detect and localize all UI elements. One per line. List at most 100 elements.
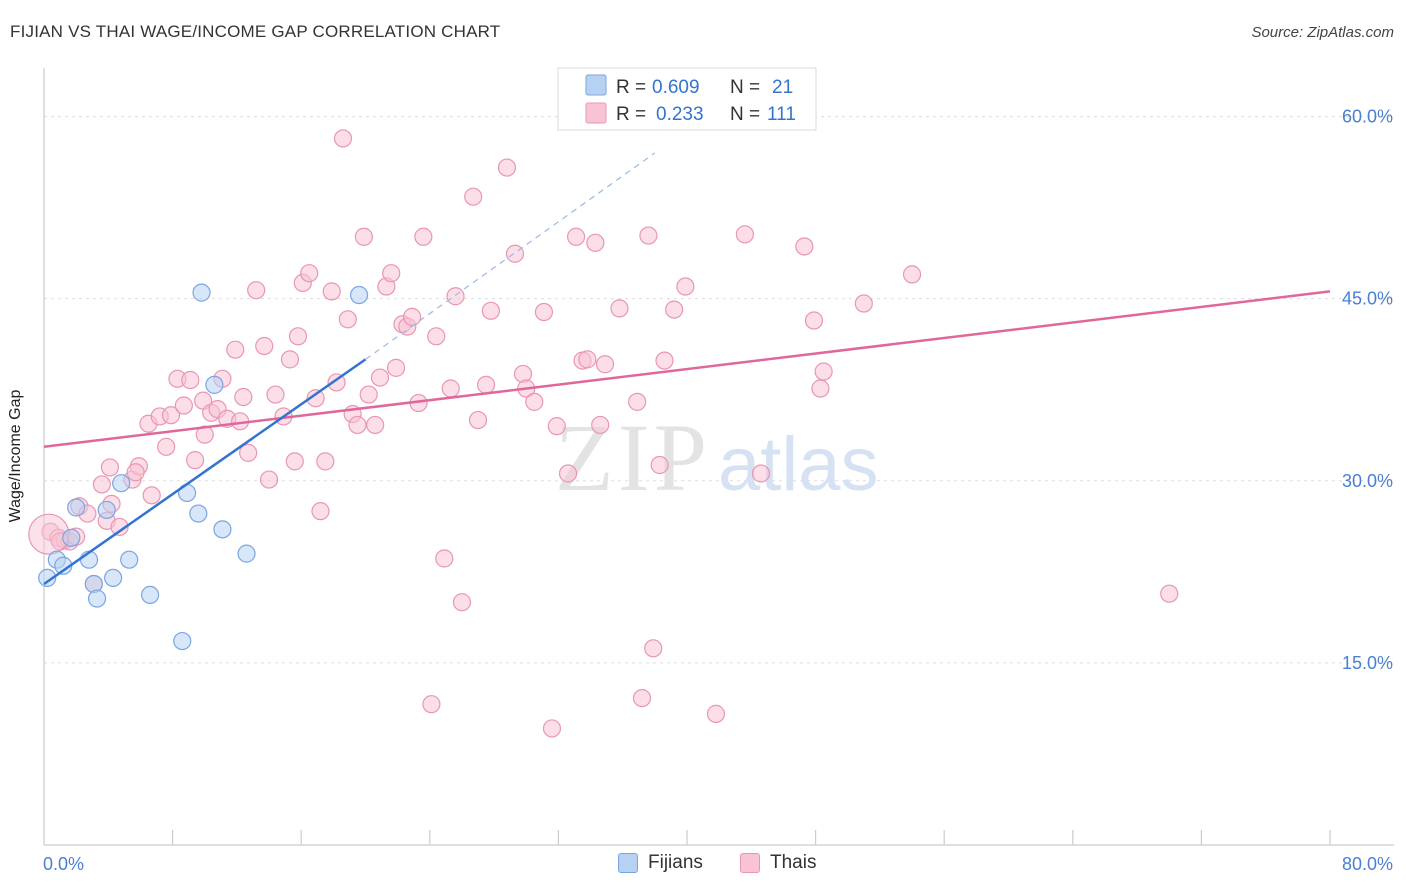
thais-point [100,458,120,477]
bottom-legend-thais[interactable]: Thais [740,852,816,874]
thais-point [366,415,385,435]
correlation-legend: R = 0.609 N = 21 R = 0.233 N = 111 [557,67,817,131]
x-tick-label-max: 80.0% [1342,854,1393,874]
thais-point [370,368,390,387]
thais-point [650,455,669,475]
thais-point [446,287,465,306]
axes [43,68,1394,846]
thais-point [595,355,615,374]
thais-point [348,415,367,435]
thais-point [234,387,253,407]
thais-point [586,233,605,252]
y-tick-labels: 15.0% 30.0% 45.0% 60.0% [1342,107,1393,673]
thais-point [525,392,544,411]
thais-point [751,464,771,483]
thais-point [174,396,193,415]
thais-point [441,379,460,398]
thais-point [161,406,181,425]
thais-point [414,227,433,246]
y-tick-label: 30.0% [1342,471,1393,491]
fijians-point [237,544,256,563]
thais-point [181,370,200,390]
legend-swatch-fijians [585,74,607,96]
thais-points [28,129,1179,738]
fijians-points [38,283,369,651]
thais-point [427,327,446,346]
thais-point [547,417,566,436]
fijians-point [140,585,160,605]
thais-point [644,639,663,658]
thais-point [403,307,422,326]
bottom-legend: Fijians Thais [0,850,1406,880]
thais-trend-line [43,290,1331,449]
thais-point [126,463,145,482]
thais-point [300,264,319,283]
source-credit: Source: ZipAtlas.com [1251,24,1394,41]
thais-point [327,373,346,392]
thais-point [476,375,496,394]
thais-point [266,385,285,404]
thais-point [422,695,441,714]
thais-point [435,549,454,568]
fijians-legend-label: Fijians [648,852,703,873]
y-tick-label: 60.0% [1342,107,1393,127]
thais-point [795,237,814,256]
thais-point [610,299,629,318]
thais-point [311,502,330,521]
thais-point [534,302,554,322]
thais-point [226,340,245,359]
thais-point [354,227,373,246]
fijians-trend-line [43,358,367,586]
thais-point [142,486,161,505]
thais-point [157,437,176,456]
legend-n-label-1: N = [730,77,760,98]
thais-point [186,451,205,470]
thais-point [338,310,357,329]
thais-point [306,389,325,408]
thais-point [655,351,674,370]
thais-point [902,265,922,284]
bottom-legend-fijians[interactable]: Fijians [618,852,703,874]
fijians-point [349,285,369,305]
thais-point [814,362,833,381]
legend-swatch-thais [585,102,607,124]
thais-point [811,379,830,398]
fijians-point [192,283,211,302]
fijians-point [38,568,57,588]
thais-point [280,350,300,369]
legend-r-value-2: 0.233 [656,104,704,125]
thais-point [706,704,726,723]
chart-title: FIJIAN VS THAI WAGE/INCOME GAP CORRELATI… [10,22,501,41]
thais-point [288,327,308,346]
thais-point [316,452,335,471]
thais-point [255,336,274,356]
thais-point [676,277,695,296]
thais-point [481,301,500,320]
legend-r-label-2: R = [616,104,646,125]
thais-point [464,187,483,206]
watermark: ZIP atlas [555,404,879,511]
thais-point [578,350,597,369]
legend-n-value-2: 111 [767,104,796,125]
fijians-point [62,528,81,547]
fijians-point [112,474,131,493]
trend-lines [43,152,1331,586]
fijians-point [87,589,107,608]
legend-r-value-1: 0.609 [652,77,700,98]
fijians-point [97,500,116,520]
thais-point [497,158,517,177]
thais-point [628,392,647,411]
thais-point [665,300,684,319]
thais-point [239,443,258,462]
fijians-point [213,520,232,539]
thais-point [735,225,754,244]
thais-point [359,385,378,404]
thais-point [804,311,824,330]
thais-point [558,464,578,483]
thais-point [285,452,304,471]
thais-point [452,593,472,612]
fijians-point [67,498,86,517]
watermark-zip: ZIP [555,404,711,511]
thais-point [1160,584,1179,603]
fijians-point [120,550,139,569]
